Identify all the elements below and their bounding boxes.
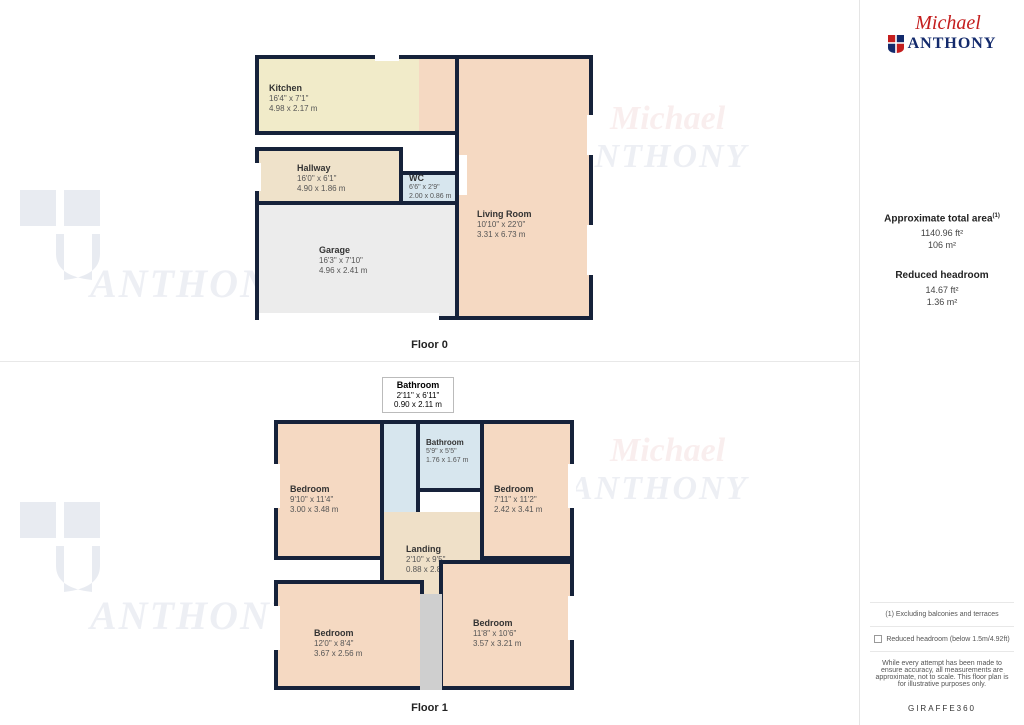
- watermark-text: Michael ANTHONY: [570, 432, 748, 508]
- room-dims-imperial: 7'11" x 11'2": [494, 495, 542, 505]
- room-name: Hallway: [297, 163, 345, 174]
- room-name: Bedroom: [473, 618, 521, 629]
- callout-dims-imperial: 2'11" x 6'11": [387, 391, 449, 401]
- room-dims-metric: 3.00 x 3.48 m: [290, 505, 338, 515]
- room-dims-metric: 3.31 x 6.73 m: [477, 230, 532, 240]
- legend-swatch-icon: [874, 635, 882, 643]
- callout-dims-metric: 0.90 x 2.11 m: [387, 400, 449, 410]
- watermark-shield: [20, 190, 100, 280]
- floor-0-plan: Living Room 10'10" x 22'0" 3.31 x 6.73 m…: [255, 55, 593, 320]
- room-name: Bathroom: [426, 438, 468, 448]
- floor-label: Floor 0: [0, 339, 859, 351]
- room-hallway: Hallway 16'0" x 6'1" 4.90 x 1.86 m: [255, 147, 403, 205]
- room-garage: Garage 16'3" x 7'10" 4.96 x 2.41 m: [255, 201, 459, 320]
- callout-name: Bathroom: [387, 380, 449, 391]
- callout-bathroom: Bathroom 2'11" x 6'11" 0.90 x 2.11 m: [382, 377, 454, 413]
- room-name: WC: [409, 173, 451, 184]
- shield-icon: [888, 35, 904, 53]
- room-dims-metric: 4.96 x 2.41 m: [319, 266, 367, 276]
- stats-block: Approximate total area(1) 1140.96 ft² 10…: [870, 213, 1014, 327]
- brand-line2: ANTHONY: [908, 35, 997, 53]
- total-area-title: Approximate total area(1): [870, 213, 1014, 224]
- room-bedroom-ne: Bedroom 7'11" x 11'2" 2.42 x 3.41 m: [480, 420, 574, 560]
- watermark-text: ANTHONY: [90, 592, 297, 639]
- floor-1-plan: Bedroom 9'10" x 11'4" 3.00 x 3.48 m Bath…: [274, 420, 574, 690]
- room-name: Bedroom: [290, 484, 338, 495]
- footnote-disclaimer: While every attempt has been made to ens…: [870, 651, 1014, 696]
- footnote-exclusion: (1) Excluding balconies and terraces: [870, 602, 1014, 626]
- room-dims-imperial: 12'0" x 8'4": [314, 639, 362, 649]
- room-bedroom-nw: Bedroom 9'10" x 11'4" 3.00 x 3.48 m: [274, 420, 384, 560]
- room-name: Kitchen: [269, 83, 317, 94]
- room-dims-metric: 3.57 x 3.21 m: [473, 639, 521, 649]
- room-name: Bedroom: [494, 484, 542, 495]
- room-name: Living Room: [477, 209, 532, 220]
- room-dims-imperial: 16'3" x 7'10": [319, 256, 367, 266]
- room-dims-imperial: 6'6" x 2'9": [409, 184, 451, 193]
- room-living-room: Living Room 10'10" x 22'0" 3.31 x 6.73 m: [455, 55, 593, 320]
- total-area-ft: 1140.96 ft²: [870, 228, 1014, 238]
- room-name: Bedroom: [314, 628, 362, 639]
- floor-label: Floor 1: [0, 702, 859, 714]
- footnotes: (1) Excluding balconies and terraces Red…: [870, 602, 1014, 713]
- room-dims-imperial: 16'0" x 6'1": [297, 174, 345, 184]
- watermark-text: Michael ANTHONY: [570, 100, 748, 176]
- reduced-title: Reduced headroom: [870, 270, 1014, 281]
- room-bathroom-2: Bathroom 5'9" x 5'5" 1.76 x 1.67 m: [416, 420, 484, 492]
- room-vestibule: [419, 55, 459, 135]
- brand-line1: Michael: [882, 12, 1014, 35]
- footnote-legend: Reduced headroom (below 1.5m/4.92ft): [870, 626, 1014, 651]
- room-dims-metric: 4.98 x 2.17 m: [269, 104, 317, 114]
- room-name: Garage: [319, 245, 367, 256]
- room-dims-imperial: 16'4" x 7'1": [269, 94, 317, 104]
- room-dims-metric: 3.67 x 2.56 m: [314, 649, 362, 659]
- room-dims-metric: 2.42 x 3.41 m: [494, 505, 542, 515]
- room-bathroom-top: [380, 420, 420, 516]
- room-kitchen: Kitchen 16'4" x 7'1" 4.98 x 2.17 m: [255, 55, 423, 135]
- room-dims-imperial: 11'8" x 10'6": [473, 629, 521, 639]
- room-bedroom-se: Bedroom 11'8" x 10'6" 3.57 x 3.21 m: [439, 560, 574, 690]
- room-dims-metric: 1.76 x 1.67 m: [426, 457, 468, 466]
- provider-name: GIRAFFE360: [870, 696, 1014, 713]
- room-wc: WC 6'6" x 2'9" 2.00 x 0.86 m: [399, 171, 459, 205]
- reduced-ft: 14.67 ft²: [870, 285, 1014, 295]
- brand-logo: Michael ANTHONY: [870, 12, 1014, 53]
- room-dims-imperial: 5'9" x 5'5": [426, 448, 468, 457]
- floor-0-section: Michael ANTHONY ANTHONY Living Room 10'1…: [0, 0, 859, 362]
- reduced-m: 1.36 m²: [870, 297, 1014, 307]
- watermark-shield: [20, 502, 100, 592]
- room-dims-metric: 4.90 x 1.86 m: [297, 184, 345, 194]
- room-bedroom-sw: Bedroom 12'0" x 8'4" 3.67 x 2.56 m: [274, 580, 424, 690]
- floorplan-panel: Michael ANTHONY ANTHONY Living Room 10'1…: [0, 0, 860, 725]
- info-panel: Michael ANTHONY Approximate total area(1…: [860, 0, 1024, 725]
- room-name: Landing: [406, 544, 454, 555]
- room-dims-imperial: 9'10" x 11'4": [290, 495, 338, 505]
- floor-1-section: Michael ANTHONY ANTHONY Bathroom 2'11" x…: [0, 362, 859, 724]
- total-area-m: 106 m²: [870, 240, 1014, 250]
- room-dims-imperial: 10'10" x 22'0": [477, 220, 532, 230]
